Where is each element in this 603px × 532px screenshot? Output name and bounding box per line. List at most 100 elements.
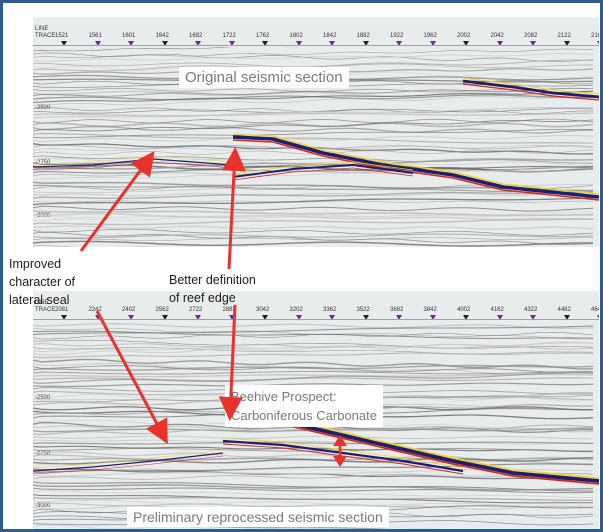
trace-number: 1762: [256, 33, 270, 39]
trace-label: TRACE: [35, 307, 56, 313]
trace-marker: [228, 315, 235, 320]
seismic-trace-line: [33, 240, 593, 247]
seismic-reflector: [33, 455, 224, 475]
seismic-trace-line: [33, 122, 594, 128]
trace-marker: [597, 41, 599, 46]
trace-marker: [295, 315, 302, 320]
original-seismic-panel: LINE TRACE 1521 1561 1601 1642 1682 1722 1762 1…: [33, 17, 599, 247]
trace-number: 2882: [222, 307, 236, 313]
seismic-trace-line: [33, 370, 594, 375]
line-label: LINE: [35, 300, 49, 306]
trace-number: 1922: [390, 33, 404, 39]
seismic-trace-line: [33, 192, 594, 197]
seismic-reflector: [232, 167, 414, 181]
trace-number: 4322: [524, 307, 538, 313]
trace-marker: [262, 41, 268, 46]
seismic-trace-line: [33, 129, 593, 139]
lateral-seal-annotation: Improved character of lateral seal: [9, 255, 75, 309]
trace-number: 2562: [155, 307, 169, 313]
trace-number: 3362: [323, 307, 337, 313]
trace-marker: [362, 315, 369, 320]
seismic-trace-line: [33, 181, 593, 192]
seismic-reflector: [232, 139, 599, 201]
trace-marker: [161, 41, 168, 46]
trace-marker: [396, 315, 402, 320]
seismic-trace-line: [33, 530, 593, 531]
trace-marker: [496, 315, 503, 320]
seismic-reflector: [232, 133, 599, 195]
trace-number: 2042: [490, 33, 504, 39]
seismic-trace-line: [33, 125, 594, 134]
trace-marker: [530, 315, 536, 320]
trace-number: 2722: [189, 307, 203, 313]
seismic-trace-line: [33, 106, 594, 119]
seismic-trace-line: [33, 463, 594, 473]
reef-edge-annotation: Better definition of reef edge: [169, 271, 256, 307]
trace-marker: [362, 41, 369, 46]
seismic-trace-line: [33, 135, 594, 143]
trace-number: 3522: [356, 307, 370, 313]
trace-label: TRACE: [35, 33, 56, 39]
seismic-trace-line: [33, 342, 594, 352]
seismic-trace-line: [33, 481, 594, 492]
trace-marker: [61, 315, 67, 320]
seismic-trace-line: [33, 522, 393, 529]
seismic-reflector: [33, 155, 234, 165]
prospect-label-line2: Carboniferous Carbonate: [231, 408, 377, 423]
seismic-image-original: [33, 47, 599, 247]
seismic-trace-line: [33, 456, 594, 465]
seismic-trace-line: [33, 197, 594, 206]
seismic-reflector: [33, 158, 234, 168]
reprocessed-section-title: Preliminary reprocessed seismic section: [127, 507, 389, 527]
trace-marker: [463, 41, 469, 46]
header-divider: [33, 319, 599, 320]
trace-number: 1962: [423, 33, 437, 39]
trace-number: 2122: [557, 33, 571, 39]
trace-marker: [128, 315, 134, 320]
prospect-label: Beehive Prospect: Carboniferous Carbonat…: [225, 385, 383, 427]
seismic-trace-line: [33, 490, 594, 498]
trace-marker: [128, 41, 134, 46]
seismic-trace-line: [33, 52, 594, 62]
trace-marker: [195, 315, 201, 320]
seismic-trace-line: [33, 47, 301, 52]
seismic-reflector: [232, 164, 414, 178]
trace-marker: [396, 41, 402, 46]
seismic-reflector: [462, 79, 599, 99]
depth-label: -2500: [35, 105, 51, 111]
trace-number: 1802: [289, 33, 303, 39]
seismic-trace-line: [33, 53, 594, 62]
seismic-reflector: [462, 83, 599, 101]
seismic-trace-line: [33, 119, 594, 132]
trace-number: 4162: [490, 307, 504, 313]
trace-number: 1601: [122, 33, 136, 39]
seismic-trace-line: [33, 464, 594, 476]
trace-marker: [295, 41, 302, 46]
trace-number: 1642: [155, 33, 169, 39]
seismic-trace-line: [33, 87, 594, 97]
seismic-trace-line: [33, 237, 594, 241]
seismic-reflector: [33, 161, 234, 171]
seismic-trace-line: [33, 487, 594, 494]
seal-arrow-top: [79, 151, 155, 252]
seismic-trace-line: [33, 382, 594, 388]
trace-marker: [597, 315, 599, 320]
trace-marker: [61, 41, 67, 46]
seismic-trace-line: [33, 211, 594, 221]
seismic-trace-line: [33, 210, 593, 217]
seismic-trace-line: [33, 373, 594, 378]
trace-number: 2242: [88, 307, 102, 313]
seismic-trace-line: [33, 158, 594, 171]
annotation-reef-line1: Better definition: [169, 273, 256, 287]
annotation-seal-line2: character of: [9, 275, 76, 289]
seismic-trace-line: [33, 169, 594, 180]
trace-marker: [228, 41, 235, 46]
seismic-trace-line: [33, 372, 594, 385]
seismic-trace-line: [33, 191, 594, 199]
seismic-reflector: [33, 449, 224, 469]
trace-number: 4002: [457, 307, 471, 313]
seismic-reflector: [222, 437, 464, 469]
trace-marker: [195, 41, 201, 46]
seismic-trace-line: [33, 448, 593, 452]
